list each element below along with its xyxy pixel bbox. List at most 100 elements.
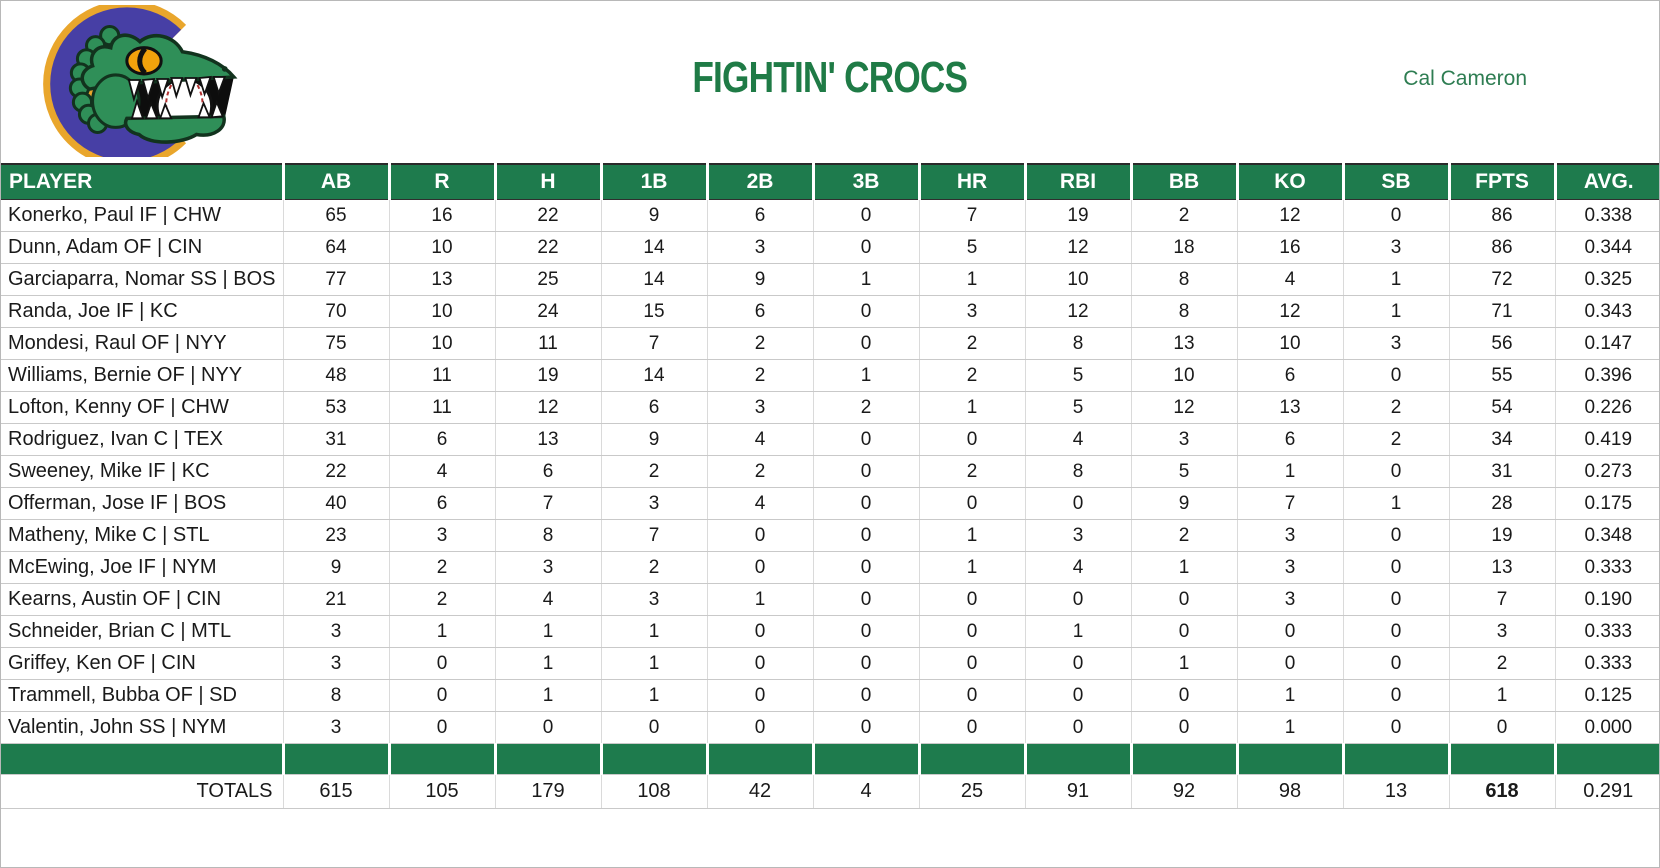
stat-cell: 3	[1448, 615, 1555, 648]
stat-cell: 13	[494, 423, 601, 456]
team-logo-crocodile-icon	[43, 5, 238, 157]
player-cell: Kearns, Austin OF | CIN	[1, 583, 283, 616]
stat-cell: 3	[494, 551, 601, 584]
stat-cell: 0	[918, 583, 1025, 616]
stat-cell: 10	[1236, 327, 1343, 360]
separator-cell	[1447, 743, 1555, 775]
totals-cell: 25	[918, 774, 1025, 809]
stat-cell: 3	[706, 391, 813, 424]
column-header-player: PLAYER	[1, 164, 283, 200]
player-cell: Griffey, Ken OF | CIN	[1, 647, 283, 680]
stat-cell: 12	[494, 391, 601, 424]
stat-cell: 0	[812, 455, 919, 488]
stat-cell: 3	[1236, 551, 1343, 584]
separator-cell	[1129, 743, 1237, 775]
column-header-rbi: RBI	[1023, 164, 1131, 200]
stat-cell: 7	[600, 519, 707, 552]
stat-cell: 10	[388, 295, 495, 328]
stat-cell: 1	[918, 551, 1025, 584]
stat-cell: 21	[282, 583, 389, 616]
stat-cell: 10	[1130, 359, 1237, 392]
separator-cell	[705, 743, 813, 775]
player-cell: Konerko, Paul IF | CHW	[1, 199, 283, 232]
column-header-avg: AVG.	[1553, 164, 1659, 200]
stat-cell: 0.419	[1554, 423, 1659, 456]
stat-cell: 34	[1448, 423, 1555, 456]
separator-cell	[387, 743, 495, 775]
stat-cell: 3	[1236, 583, 1343, 616]
stat-cell: 0	[1342, 551, 1449, 584]
stat-cell: 0	[812, 711, 919, 744]
stat-cell: 6	[388, 423, 495, 456]
stat-cell: 2	[706, 359, 813, 392]
player-cell: Trammell, Bubba OF | SD	[1, 679, 283, 712]
stat-cell: 0	[706, 519, 813, 552]
table-row: Konerko, Paul IF | CHW 65 16 22 9 6 0 7 19 2 12 0 86…	[1, 199, 1659, 232]
stat-cell: 0.333	[1554, 647, 1659, 680]
stat-cell: 16	[388, 199, 495, 232]
logo-lower-jaw	[123, 114, 226, 144]
stat-cell: 6	[494, 455, 601, 488]
logo-nostril	[221, 66, 228, 72]
stat-cell: 7	[494, 487, 601, 520]
stat-cell: 0	[918, 487, 1025, 520]
stat-cell: 8	[1130, 295, 1237, 328]
stat-cell: 2	[706, 455, 813, 488]
stat-cell: 4	[388, 455, 495, 488]
stat-cell: 2	[918, 327, 1025, 360]
stat-cell: 14	[600, 231, 707, 264]
stat-cell: 0.343	[1554, 295, 1659, 328]
table-footer: TOTALS 615 105 179 108 42 4 25 91 92 98 13 618 0.291	[1, 743, 1659, 809]
stat-cell: 0	[494, 711, 601, 744]
totals-cell: 92	[1130, 774, 1237, 809]
separator-cell	[917, 743, 1025, 775]
stat-cell: 0.147	[1554, 327, 1659, 360]
stat-cell: 1	[494, 679, 601, 712]
stat-cell: 0	[1342, 711, 1449, 744]
stat-cell: 11	[388, 359, 495, 392]
table-row: Randa, Joe IF | KC 70 10 24 15 6 0 3 12 8 12 1 71 0.3…	[1, 295, 1659, 328]
totals-cell: 13	[1342, 774, 1449, 809]
totals-row: TOTALS 615 105 179 108 42 4 25 91 92 98 13 618 0.291	[1, 774, 1659, 809]
stat-cell: 19	[1024, 199, 1131, 232]
stat-cell: 0	[918, 679, 1025, 712]
stat-cell: 0.190	[1554, 583, 1659, 616]
player-cell: Garciaparra, Nomar SS | BOS	[1, 263, 283, 296]
stat-cell: 0	[1130, 711, 1237, 744]
stat-cell: 8	[282, 679, 389, 712]
stat-cell: 0	[1024, 583, 1131, 616]
separator-cell	[1235, 743, 1343, 775]
stat-cell: 0	[1342, 583, 1449, 616]
stat-cell: 86	[1448, 199, 1555, 232]
column-header-h: H	[493, 164, 601, 200]
stat-cell: 0	[918, 615, 1025, 648]
stat-cell: 5	[1024, 391, 1131, 424]
totals-cell: 91	[1024, 774, 1131, 809]
stat-cell: 4	[1236, 263, 1343, 296]
stat-cell: 0	[918, 647, 1025, 680]
stat-cell: 1	[1024, 615, 1131, 648]
stat-cell: 0.396	[1554, 359, 1659, 392]
table-row: Trammell, Bubba OF | SD 8 0 1 1 0 0 0 0 0 1 0 1 0.125	[1, 679, 1659, 712]
column-header-sb: SB	[1341, 164, 1449, 200]
totals-cell: 108	[600, 774, 707, 809]
column-header-1b: 1B	[599, 164, 707, 200]
player-cell: Randa, Joe IF | KC	[1, 295, 283, 328]
stat-cell: 0	[706, 551, 813, 584]
stat-cell: 2	[918, 455, 1025, 488]
stat-cell: 12	[1024, 295, 1131, 328]
stat-cell: 2	[1342, 423, 1449, 456]
stat-cell: 3	[1342, 231, 1449, 264]
stat-cell: 7	[600, 327, 707, 360]
player-cell: Dunn, Adam OF | CIN	[1, 231, 283, 264]
stat-cell: 0	[1342, 455, 1449, 488]
stat-cell: 1	[706, 583, 813, 616]
stat-cell: 3	[918, 295, 1025, 328]
player-cell: Matheny, Mike C | STL	[1, 519, 283, 552]
stat-cell: 23	[282, 519, 389, 552]
stat-cell: 0.348	[1554, 519, 1659, 552]
stat-cell: 0	[812, 551, 919, 584]
stat-cell: 56	[1448, 327, 1555, 360]
stat-cell: 1	[918, 519, 1025, 552]
stat-cell: 3	[282, 711, 389, 744]
